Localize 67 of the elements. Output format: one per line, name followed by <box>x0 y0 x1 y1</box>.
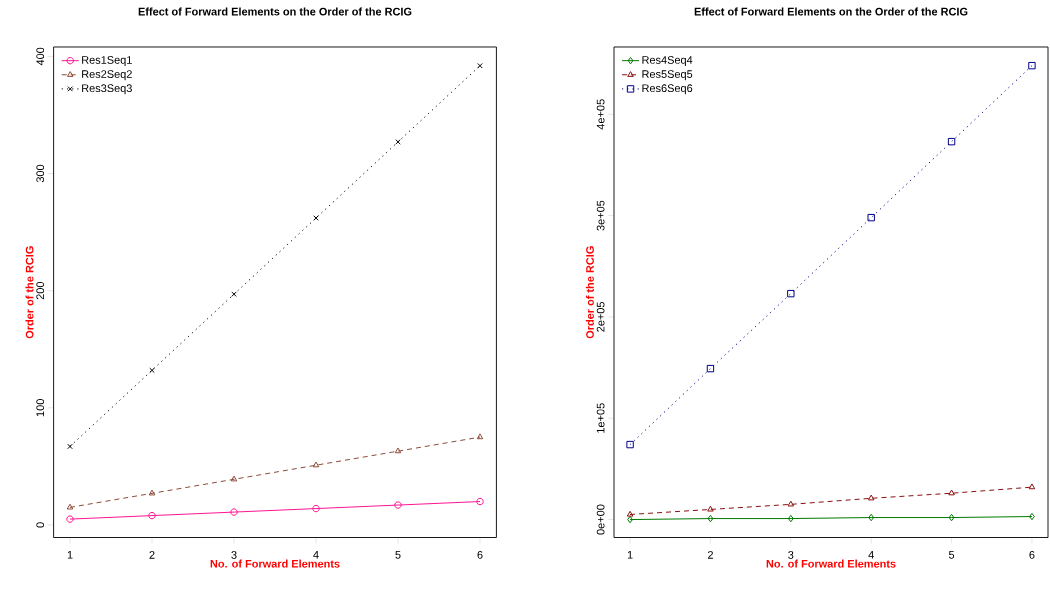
point <box>477 62 483 69</box>
y-tick-label: 1e+05 <box>596 403 605 433</box>
point <box>867 494 875 501</box>
x-tick-label: 1 <box>627 551 633 559</box>
x-tick-label: 5 <box>948 551 955 559</box>
y-tick-label: 3e+05 <box>596 200 605 231</box>
legend-label: Res6Seq6 <box>642 84 693 95</box>
point <box>67 443 73 450</box>
point <box>312 504 320 513</box>
point <box>476 433 484 440</box>
point <box>707 505 714 512</box>
point <box>948 513 955 522</box>
y-tick-label: 0 <box>36 522 45 528</box>
point <box>787 500 795 507</box>
x-tick-label: 2 <box>149 551 155 559</box>
point <box>66 503 74 510</box>
point <box>394 501 402 509</box>
x-tick-label: 6 <box>477 551 483 559</box>
y-tick-label: 4e+05 <box>596 99 605 130</box>
legend-label: Res4Seq4 <box>642 56 693 66</box>
y-axis-title: Order of the RCIG <box>585 246 594 339</box>
point <box>947 137 956 146</box>
point <box>148 489 156 496</box>
point <box>66 515 74 523</box>
y-tick-label: 300 <box>36 164 45 183</box>
chart-title: Effect of Forward Elements on the Order of the RCIG <box>138 7 412 16</box>
point <box>230 508 238 516</box>
x-tick-label: 6 <box>1029 551 1035 559</box>
x-tick-label: 3 <box>231 551 237 559</box>
point <box>149 367 155 374</box>
point <box>231 291 237 297</box>
x-tick-label: 5 <box>395 551 401 559</box>
point <box>1028 483 1036 490</box>
x-tick-label: 2 <box>707 551 713 559</box>
point <box>1028 61 1036 70</box>
point <box>706 364 715 373</box>
point <box>312 461 320 468</box>
point <box>787 289 795 298</box>
chart-title: Effect of Forward Elements on the Order of the RCIG <box>694 7 968 16</box>
legend-label: Res2Seq2 <box>82 70 132 81</box>
point <box>395 139 401 145</box>
x-tick-label: 1 <box>67 551 73 559</box>
point <box>476 497 484 506</box>
point <box>394 447 402 454</box>
y-tick-label: 200 <box>36 281 45 300</box>
point <box>948 489 955 496</box>
x-tick-label: 4 <box>868 551 874 559</box>
legend-label: Res3Seq3 <box>82 84 132 95</box>
y-tick-label: 100 <box>36 399 45 417</box>
point <box>230 475 238 482</box>
point <box>707 514 714 523</box>
y-axis-title: Order of the RCIG <box>25 246 34 339</box>
point <box>868 513 875 522</box>
x-axis-title: No. of Forward Elements <box>210 559 340 568</box>
point <box>626 510 634 517</box>
x-tick-label: 4 <box>313 551 319 559</box>
y-tick-label: 400 <box>36 47 45 66</box>
x-tick-label: 3 <box>788 551 794 559</box>
legend-label: Res1Seq1 <box>82 56 132 66</box>
point <box>148 511 156 520</box>
point <box>867 213 875 222</box>
y-tick-label: 0e+00 <box>596 504 605 535</box>
y-tick-label: 2e+05 <box>596 302 605 332</box>
legend-label: Res5Seq5 <box>642 70 693 81</box>
point <box>626 440 634 449</box>
x-axis-title: No. of Forward Elements <box>766 559 896 568</box>
point <box>787 514 794 523</box>
